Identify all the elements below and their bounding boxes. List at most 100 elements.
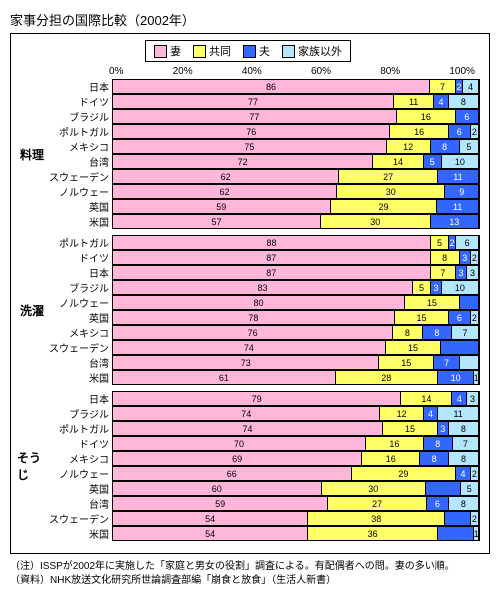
chart-group: 洗濯ポルトガル88526ドイツ87832日本87733ブラジル835310ノルウ… (17, 235, 479, 385)
stacked-bar: 662942 (112, 466, 479, 481)
bar-segment: 16 (397, 110, 456, 123)
bar-segment: 79 (113, 392, 401, 405)
bar-segment: 70 (113, 437, 366, 450)
country-label: 米国 (47, 214, 112, 229)
bar-segment: 78 (113, 311, 395, 324)
bar-segment: 54 (113, 512, 308, 525)
bar-segment: 14 (401, 392, 452, 405)
legend-label: 家族以外 (298, 43, 342, 59)
bar-segment: 7 (452, 326, 478, 339)
bar-segment: 62 (113, 185, 337, 198)
footnotes: （注）ISSPが2002年に実施した「家庭と男女の役割」調査による。有配偶者への… (10, 560, 490, 588)
country-label: ポルトガル (47, 235, 112, 250)
bar-segment: 12 (387, 140, 431, 153)
bar-row: メキシコ76887 (47, 325, 479, 340)
stacked-bar: 77166 (112, 109, 479, 124)
bar-segment (438, 527, 474, 540)
bar-row: ノルウェー662942 (47, 466, 479, 481)
bar-segment: 87 (113, 266, 431, 279)
bar-segment (460, 356, 478, 369)
chart-container: 妻共同夫家族以外 0%20%40%60%80%100% 料理日本86724ドイツ… (10, 33, 490, 554)
bar-segment (441, 341, 478, 354)
legend: 妻共同夫家族以外 (145, 40, 351, 62)
bar-row: 日本791443 (47, 391, 479, 406)
bar-segment: 74 (113, 407, 380, 420)
country-label: ブラジル (47, 109, 112, 124)
stacked-bar: 6128101 (112, 370, 479, 385)
stacked-bar: 771148 (112, 94, 479, 109)
stacked-bar: 741538 (112, 421, 479, 436)
country-label: ドイツ (47, 94, 112, 109)
stacked-bar: 791443 (112, 391, 479, 406)
chart-group: そうじ日本791443ブラジル7412411ポルトガル741538ドイツ7016… (17, 391, 479, 541)
stacked-bar: 622711 (112, 169, 479, 184)
stacked-bar: 88526 (112, 235, 479, 250)
bar-segment: 15 (405, 296, 460, 309)
bar-segment: 15 (386, 341, 441, 354)
bar-segment: 7 (431, 266, 457, 279)
stacked-bar: 751285 (112, 139, 479, 154)
bar-segment: 29 (331, 200, 438, 213)
bar-segment: 72 (113, 155, 373, 168)
bar-segment: 54 (113, 527, 308, 540)
bar-segment: 3 (431, 281, 442, 294)
bar-segment: 2 (449, 236, 456, 249)
stacked-bar: 7412411 (112, 406, 479, 421)
stacked-bar: 7415 (112, 340, 479, 355)
bar-segment (460, 296, 478, 309)
bar-segment: 10 (442, 281, 478, 294)
bar-segment: 36 (308, 527, 438, 540)
bar-segment (426, 482, 461, 495)
bar-row: ドイツ771148 (47, 94, 479, 109)
bar-segment: 4 (434, 95, 449, 108)
bar-row: 米国54361 (47, 526, 479, 541)
legend-label: 共同 (209, 43, 231, 59)
stacked-bar: 592911 (112, 199, 479, 214)
bar-segment: 7 (453, 437, 478, 450)
bar-row: ポルトガル88526 (47, 235, 479, 250)
bar-row: メキシコ751285 (47, 139, 479, 154)
bar-row: 台湾7214510 (47, 154, 479, 169)
bar-segment: 5 (413, 281, 431, 294)
bar-segment: 27 (339, 170, 438, 183)
country-label: 台湾 (47, 355, 112, 370)
bar-segment: 8 (449, 497, 478, 510)
axis-tick: 0% (109, 66, 123, 77)
bar-segment: 83 (113, 281, 413, 294)
bar-segment: 3 (460, 251, 471, 264)
bar-row: 日本87733 (47, 265, 479, 280)
chart-group: 料理日本86724ドイツ771148ブラジル77166ポルトガル761662メキ… (17, 79, 479, 229)
bar-row: メキシコ691688 (47, 451, 479, 466)
stacked-bar: 54361 (112, 526, 479, 541)
bar-segment: 3 (456, 266, 467, 279)
bar-segment: 3 (467, 266, 478, 279)
stacked-bar: 86724 (112, 79, 479, 94)
legend-swatch (243, 45, 256, 58)
stacked-bar: 87733 (112, 265, 479, 280)
country-label: 英国 (47, 310, 112, 325)
bar-segment: 7 (434, 356, 460, 369)
stacked-bar: 8015 (112, 295, 479, 310)
bar-segment: 60 (113, 482, 322, 495)
bar-segment: 2 (471, 125, 478, 138)
bar-segment: 4 (463, 80, 478, 93)
bar-segment: 69 (113, 452, 362, 465)
bar-segment: 2 (471, 311, 478, 324)
bar-segment: 6 (449, 125, 471, 138)
axis-tick: 60% (311, 66, 331, 77)
bar-segment: 8 (449, 422, 478, 435)
stacked-bar: 73157 (112, 355, 479, 370)
bar-row: ブラジル835310 (47, 280, 479, 295)
bar-segment: 6 (456, 236, 478, 249)
legend-item: 共同 (193, 43, 231, 59)
country-label: ブラジル (47, 406, 112, 421)
country-label: 米国 (47, 370, 112, 385)
stacked-bar: 701687 (112, 436, 479, 451)
stacked-bar: 835310 (112, 280, 479, 295)
bar-row: スウェーデン7415 (47, 340, 479, 355)
bar-segment: 86 (113, 80, 430, 93)
bar-segment: 8 (393, 326, 422, 339)
legend-item: 夫 (243, 43, 270, 59)
bar-segment: 5 (431, 236, 449, 249)
x-axis: 0%20%40%60%80%100% (109, 66, 475, 77)
